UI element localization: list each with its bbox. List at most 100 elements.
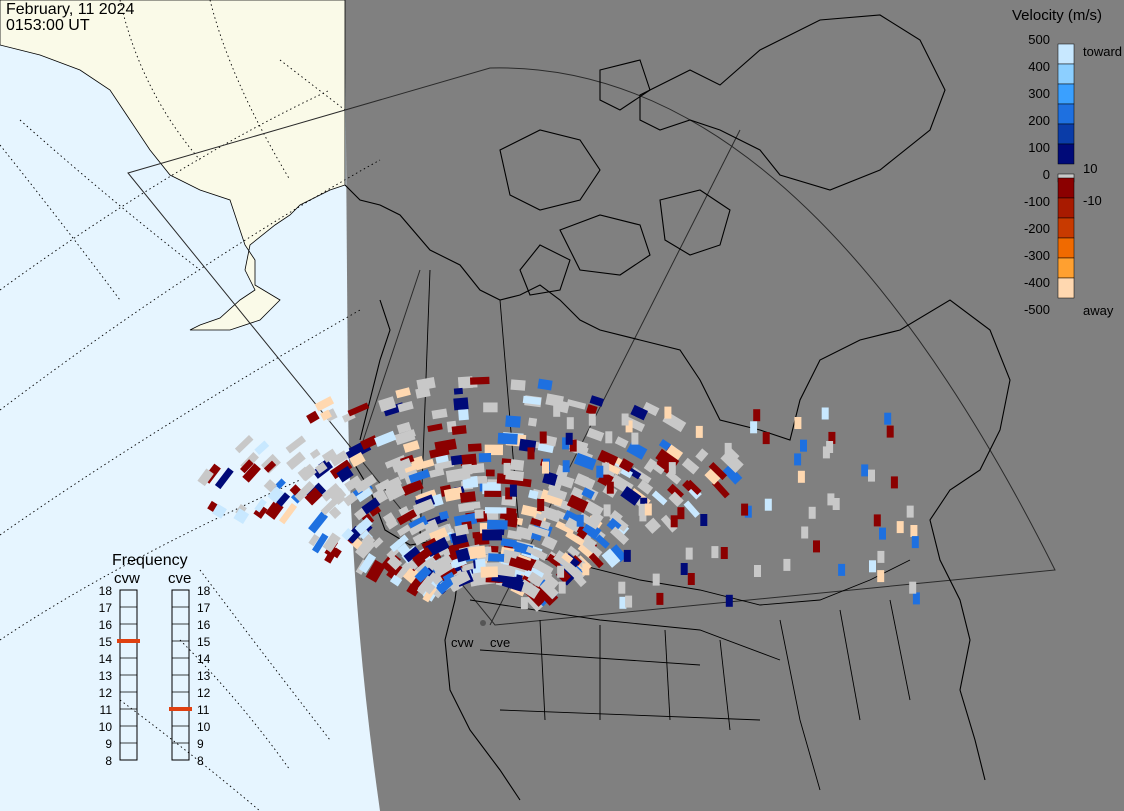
legend-color-swatch	[1057, 277, 1075, 299]
backscatter-cell	[304, 487, 323, 506]
backscatter-cell	[547, 486, 568, 501]
backscatter-cell	[234, 434, 254, 454]
backscatter-cell	[454, 523, 469, 537]
backscatter-cell	[311, 532, 329, 554]
backscatter-cell	[396, 509, 418, 526]
backscatter-cell	[500, 538, 517, 548]
backscatter-cell	[800, 439, 807, 452]
backscatter-cell	[618, 581, 626, 594]
backscatter-cell	[438, 510, 449, 521]
backscatter-cell	[581, 487, 595, 500]
frequency-tick-label: 14	[99, 652, 113, 666]
legend-value-label: 0	[1043, 167, 1050, 182]
backscatter-cell	[911, 536, 919, 549]
backscatter-cell	[561, 552, 574, 564]
backscatter-cell	[644, 503, 652, 516]
backscatter-cell	[360, 435, 379, 450]
backscatter-cell	[356, 487, 373, 503]
backscatter-cell	[535, 582, 559, 606]
backscatter-cell	[429, 446, 450, 459]
backscatter-cell	[683, 500, 700, 518]
backscatter-cell	[720, 547, 728, 559]
legend-value-label: -10	[1083, 193, 1102, 208]
backscatter-cell	[912, 592, 920, 605]
backscatter-cell	[314, 396, 335, 412]
backscatter-cell	[525, 546, 544, 558]
legend-value-label: 400	[1028, 59, 1050, 74]
backscatter-cell	[539, 431, 547, 444]
legend-color-swatch	[1057, 177, 1075, 199]
backscatter-cell	[484, 444, 503, 456]
frequency-tick-label: 13	[197, 669, 211, 683]
backscatter-cell	[801, 526, 809, 539]
backscatter-cell	[619, 596, 627, 609]
backscatter-cell	[412, 547, 433, 566]
backscatter-cell	[341, 528, 354, 541]
backscatter-cell	[530, 517, 542, 527]
backscatter-cell	[677, 507, 685, 520]
frequency-scales: 18 17 16 15 14 13 12 11 10 9 8 18 17 16 15 14 13 12 11 10 9 8	[99, 584, 211, 768]
coastlines	[344, 14, 1011, 801]
backscatter-cell	[509, 484, 517, 497]
velocity-legend: Velocity (m/s) 500400300200100100-10-100…	[1012, 7, 1122, 318]
backscatter-cell	[832, 498, 840, 510]
backscatter-cell	[764, 498, 772, 511]
backscatter-cell	[614, 436, 629, 449]
backscatter-cell	[557, 565, 565, 578]
backscatter-cell	[458, 409, 469, 421]
time-label: 0153:00 UT	[6, 17, 90, 34]
backscatter-cell	[545, 393, 564, 408]
backscatter-cell	[574, 473, 596, 491]
frequency-tick-label: 18	[197, 584, 211, 598]
legend-value-label: 100	[1028, 140, 1050, 155]
backscatter-cell	[609, 544, 628, 563]
legend-value-labels: 500400300200100100-10-100-200-300-400-50…	[1024, 32, 1102, 317]
radar-label-cve: cve	[490, 635, 510, 650]
backscatter-cell	[664, 406, 672, 419]
backscatter-cell	[297, 466, 312, 481]
backscatter-cell	[644, 517, 661, 534]
backscatter-cell	[543, 576, 557, 589]
backscatter-cell	[401, 558, 418, 575]
backscatter-cell	[401, 479, 424, 496]
backscatter-cell	[460, 453, 477, 467]
legend-color-swatch	[1057, 123, 1075, 145]
backscatter-cell	[909, 581, 917, 594]
backscatter-cell	[358, 553, 377, 574]
backscatter-cell	[576, 514, 584, 527]
backscatter-cell	[555, 520, 575, 535]
backscatter-cell	[480, 566, 499, 578]
backscatter-cell	[783, 558, 791, 571]
backscatter-cell	[350, 537, 364, 550]
backscatter-cell	[349, 452, 366, 468]
backscatter-cell	[877, 550, 885, 563]
backscatter-cell	[566, 494, 589, 513]
backscatter-cell	[309, 448, 321, 459]
legend-color-swatch	[1057, 83, 1075, 105]
backscatter-cell	[347, 402, 370, 417]
backscatter-cell	[797, 470, 805, 483]
backscatter-cell	[877, 570, 885, 583]
backscatter-cell	[510, 513, 518, 526]
backscatter-cell	[565, 432, 573, 445]
radar-site-marker	[480, 620, 486, 626]
backscatter-cell	[482, 529, 502, 541]
backscatter-cell	[621, 413, 629, 426]
backscatter-cell	[507, 529, 523, 541]
backscatter-cell	[838, 563, 846, 576]
backscatter-cell	[395, 387, 411, 399]
backscatter-cell	[483, 402, 498, 413]
backscatter-cell	[254, 440, 270, 455]
backscatter-cell	[725, 594, 733, 607]
radar-sites: cvw cve	[451, 620, 510, 650]
backscatter-cell	[430, 568, 448, 586]
frequency-radar-cvw-label: cvw	[114, 570, 140, 587]
backscatter-cell	[503, 462, 511, 475]
backscatter-cell	[542, 471, 558, 486]
legend-value-label: 500	[1028, 32, 1050, 47]
backscatter-cell	[383, 476, 402, 492]
backscatter-cell	[459, 491, 476, 503]
backscatter-cell	[585, 404, 598, 416]
backscatter-cell	[527, 524, 550, 538]
backscatter-cell	[385, 518, 399, 530]
